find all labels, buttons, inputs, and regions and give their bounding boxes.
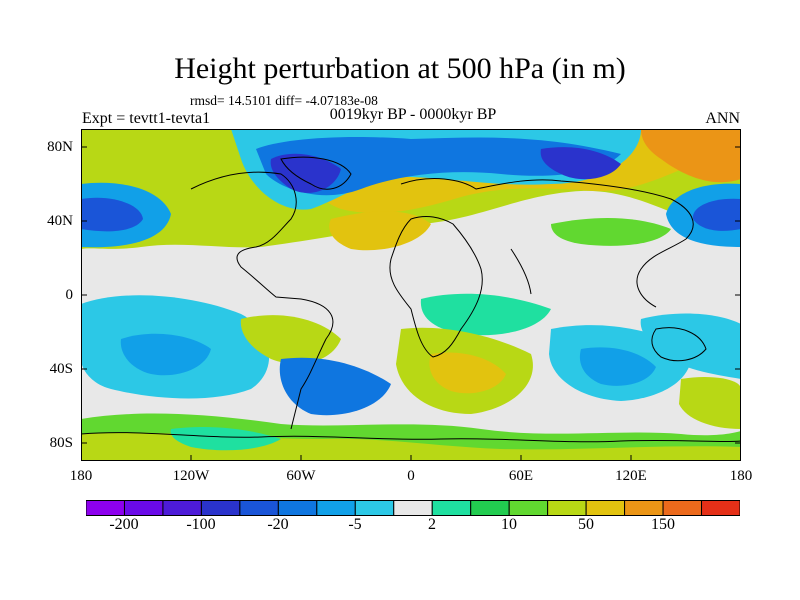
- lon-label-60e: 60E: [508, 468, 534, 484]
- season-label: ANN: [705, 110, 740, 127]
- tick-marks: [81, 146, 741, 461]
- colorbar-swatch: [470, 500, 510, 516]
- colorbar-swatch: [86, 500, 125, 516]
- colorbar-swatch: [508, 500, 549, 516]
- field-contours: [81, 129, 741, 461]
- period-label: 0019kyr BP - 0000kyr BP: [329, 106, 497, 123]
- coastlines: [81, 156, 741, 443]
- lon-label-0: 0: [407, 468, 415, 484]
- colorbar-swatch: [200, 500, 241, 516]
- colorbar-label: 150: [651, 516, 675, 533]
- lat-label-0: 0: [65, 287, 74, 303]
- colorbar-label: 10: [501, 516, 517, 533]
- lat-label-40s: 40S: [49, 361, 73, 377]
- colorbar-swatch: [162, 500, 202, 516]
- lon-label-60w: 60W: [286, 468, 316, 484]
- colorbar-swatch: [316, 500, 356, 516]
- height-perturbation-map: [81, 129, 741, 461]
- lat-label-80n: 80N: [47, 139, 73, 155]
- lon-label-120e: 120E: [615, 468, 647, 484]
- colorbar-swatch: [585, 500, 626, 516]
- colorbar-swatch: [662, 500, 703, 516]
- colorbar-swatch: [393, 500, 433, 516]
- colorbar-label: -5: [348, 516, 362, 533]
- colorbar-label: -100: [186, 516, 216, 533]
- experiment-label: Expt = tevtt1-tevta1: [82, 110, 211, 127]
- colorbar-swatch: [277, 500, 318, 516]
- lon-label-180w: 180: [69, 468, 93, 484]
- colorbar-label: -20: [267, 516, 289, 533]
- colorbar-label: 50: [578, 516, 594, 533]
- rmsd-diff-stats: rmsd= 14.5101 diff= -4.07183e-08: [190, 93, 378, 108]
- colorbar-swatch: [431, 500, 472, 516]
- lon-label-120w: 120W: [172, 468, 210, 484]
- colorbar-swatch: [547, 500, 587, 516]
- lon-label-180e: 180: [729, 468, 753, 484]
- colorbar: [86, 500, 740, 516]
- colorbar-swatch: [123, 500, 164, 516]
- lat-label-80s: 80S: [49, 435, 73, 451]
- plot-title: Height perturbation at 500 hPa (in m): [174, 52, 626, 85]
- colorbar-label: 2: [428, 516, 436, 533]
- lat-label-40n: 40N: [47, 213, 73, 229]
- colorbar-swatch: [701, 500, 740, 516]
- colorbar-swatch: [239, 500, 279, 516]
- colorbar-label: -200: [109, 516, 139, 533]
- colorbar-swatch: [354, 500, 395, 516]
- colorbar-swatch: [624, 500, 664, 516]
